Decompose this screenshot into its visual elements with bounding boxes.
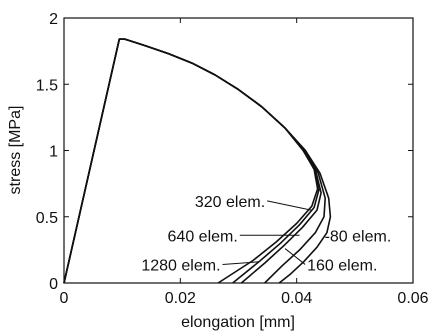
- annotation-leader: [284, 248, 306, 265]
- series-line: [63, 38, 332, 284]
- series-line: [63, 38, 327, 284]
- annotation-label: -80 elem.: [325, 228, 392, 245]
- x-tick-label: 0.02: [165, 290, 196, 307]
- series-line: [63, 38, 320, 284]
- y-tick-label: 2: [49, 11, 58, 28]
- x-tick-label: 0: [60, 290, 69, 307]
- series-line: [63, 38, 319, 284]
- annotation-label: 320 elem.: [195, 194, 265, 211]
- annotation-leader: [222, 261, 259, 265]
- series-curves: [63, 38, 332, 284]
- x-axis-title: elongation [mm]: [181, 314, 295, 331]
- x-tick-label: 0.04: [281, 290, 312, 307]
- annotation-label: 1280 elem.: [141, 257, 220, 274]
- y-tick-label: 1: [49, 144, 58, 161]
- axis-ticks: 0 0.02 0.04 0.06 0 0.5 1 1.5 2: [36, 11, 429, 307]
- annotation-label: 160 elem.: [307, 257, 377, 274]
- y-axis-title: stress [MPa]: [7, 106, 24, 195]
- y-tick-label: 0: [49, 276, 58, 293]
- annotations: 320 elem. 640 elem. 1280 elem. -80 elem. 160…: [141, 194, 391, 275]
- x-tick-label: 0.06: [397, 290, 428, 307]
- series-line: [63, 38, 322, 284]
- y-tick-label: 0.5: [36, 210, 58, 227]
- annotation-leader: [267, 200, 312, 211]
- y-tick-label: 1.5: [36, 77, 58, 94]
- annotation-label: 640 elem.: [168, 228, 238, 245]
